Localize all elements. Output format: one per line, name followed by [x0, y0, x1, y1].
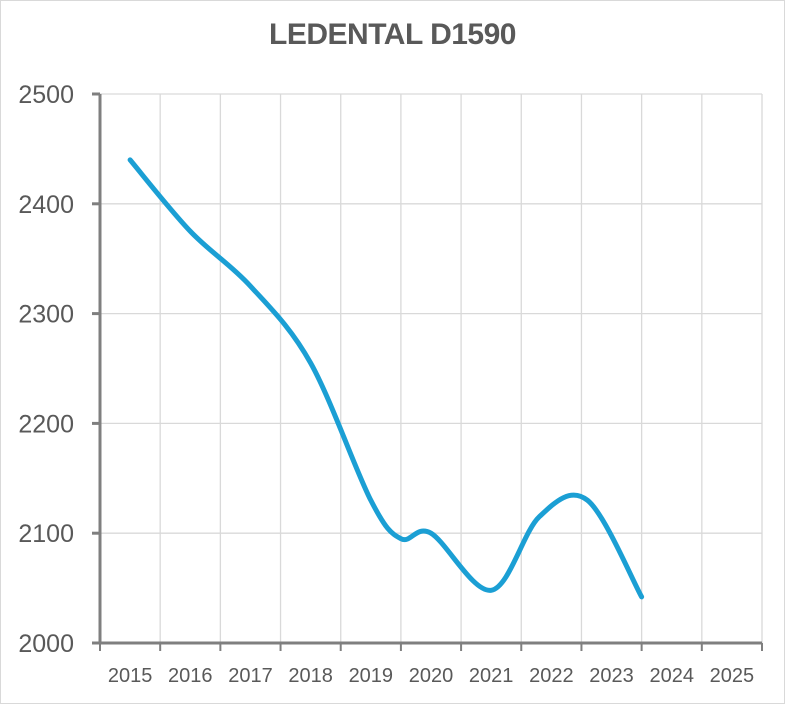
horizontal-gridlines — [100, 93, 762, 534]
x-tick-label: 2022 — [529, 665, 574, 687]
axes — [92, 92, 763, 651]
y-tick-label: 2100 — [18, 520, 74, 548]
x-tick-labels: 2015 2016 2017 2018 2019 2020 2021 2022 2023 2024… — [108, 665, 754, 687]
y-tick-label: 2000 — [18, 630, 74, 658]
x-tick-label: 2024 — [649, 665, 694, 687]
y-tick-label: 2200 — [18, 410, 74, 438]
y-tick-label: 2300 — [18, 301, 74, 329]
vertical-gridlines — [159, 94, 763, 643]
x-tick-label: 2019 — [349, 665, 394, 687]
series-lines — [127, 157, 645, 600]
x-tick-label: 2023 — [589, 665, 634, 687]
x-tick-label: 2025 — [710, 665, 755, 687]
y-tick-labels: 2000 2100 2200 2300 2400 2500 — [18, 81, 74, 658]
x-tick-label: 2016 — [168, 665, 213, 687]
x-tick-label: 2020 — [409, 665, 454, 687]
y-tick-label: 2500 — [18, 81, 74, 109]
y-tick-label: 2400 — [18, 191, 74, 219]
x-tick-label: 2017 — [228, 665, 273, 687]
x-tick-label: 2015 — [108, 665, 153, 687]
chart-title: LEDENTAL D1590 — [269, 18, 516, 51]
series-line — [127, 157, 645, 600]
x-tick-label: 2018 — [288, 665, 333, 687]
x-tick-label: 2021 — [469, 665, 514, 687]
